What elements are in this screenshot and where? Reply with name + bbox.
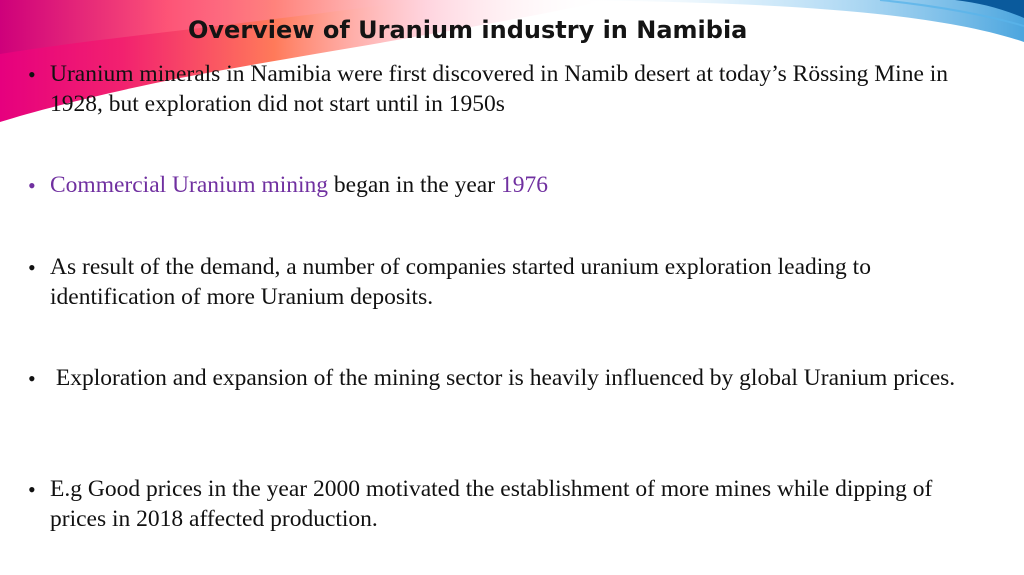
bullet-symbol: • xyxy=(28,366,36,391)
bullet-item: • As result of the demand, a number of c… xyxy=(28,253,968,312)
bullet-text: Exploration and expansion of the mining … xyxy=(50,365,956,391)
bullet-item: • E.g Good prices in the year 2000 motiv… xyxy=(28,475,968,534)
slide-title: Overview of Uranium industry in Namibia xyxy=(188,16,748,44)
bullet-item: • Exploration and expansion of the minin… xyxy=(28,364,968,394)
bullet-symbol: • xyxy=(28,173,36,198)
bullet-item: • Commercial Uranium mining began in the… xyxy=(28,171,968,201)
bullet-symbol: • xyxy=(28,255,36,280)
bullet-text: Uranium minerals in Namibia were first d… xyxy=(50,61,949,117)
swoosh-magenta-top xyxy=(0,0,420,54)
bullet-text: Commercial Uranium mining began in the y… xyxy=(50,171,968,201)
swoosh-blue-line xyxy=(879,0,1024,27)
bullet-item: • Uranium minerals in Namibia were first… xyxy=(28,60,968,119)
bullet-text: E.g Good prices in the year 2000 motivat… xyxy=(50,476,933,532)
bullet-symbol: • xyxy=(28,477,36,502)
bullet-symbol: • xyxy=(28,62,36,87)
bullet-text: As result of the demand, a number of com… xyxy=(50,254,871,310)
bullet-text-plain: began in the year xyxy=(328,172,501,198)
swoosh-blue-dark xyxy=(955,0,1024,18)
highlight-commercial-mining: Commercial Uranium mining xyxy=(50,172,329,198)
highlight-year: 1976 xyxy=(500,172,548,198)
swoosh-blue xyxy=(560,0,1024,42)
